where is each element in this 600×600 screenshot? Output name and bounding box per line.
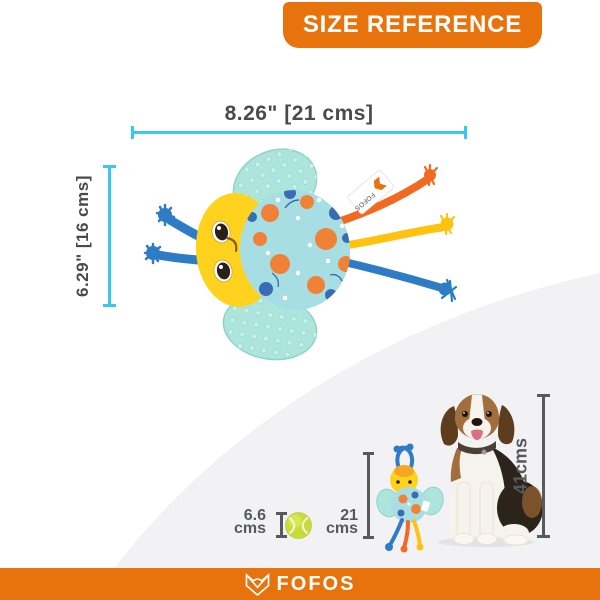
teether-wing-bottom	[222, 293, 318, 361]
toy-width-dimension-line	[131, 126, 467, 139]
toy-width-label: 8.26" [21 cms]	[224, 102, 374, 125]
small-toy-photo	[376, 443, 444, 553]
dimension-cap	[464, 126, 467, 139]
fox-logo-icon	[245, 572, 269, 596]
small-toy-size-label: 21 cms	[325, 507, 358, 537]
rope-legs-right	[331, 163, 458, 303]
dimension-bar	[108, 165, 111, 307]
size-reference-banner: SIZE REFERENCE	[283, 2, 542, 48]
plush-bee-toy-photo: FOFOS	[143, 148, 458, 361]
tennis-ball-photo	[285, 512, 312, 539]
toy-brand-tag: FOFOS	[347, 170, 394, 215]
toy-height-dimension-line	[103, 165, 116, 307]
toy-face	[211, 220, 238, 283]
body-floral-pattern	[247, 187, 354, 301]
banner-title: SIZE REFERENCE	[302, 11, 523, 38]
brand-footer: FOFOS	[0, 568, 600, 600]
toy-height-label: 6.29" [16 cms]	[73, 175, 92, 297]
tag-fox-logo-icon	[373, 176, 387, 191]
small-toy-dimension-line	[363, 452, 374, 539]
dimension-cap	[103, 304, 116, 307]
dimension-bar	[131, 131, 467, 134]
dog-height-dimension-line	[537, 394, 550, 538]
dog-height-label: 41cms	[510, 437, 531, 495]
beagle-dog-photo	[438, 394, 543, 547]
footer-brand-text: FOFOS	[276, 572, 356, 595]
toy-body	[195, 187, 354, 310]
ball-size-label: 6.6 cms	[233, 507, 266, 537]
ball-dimension-line	[276, 512, 287, 538]
